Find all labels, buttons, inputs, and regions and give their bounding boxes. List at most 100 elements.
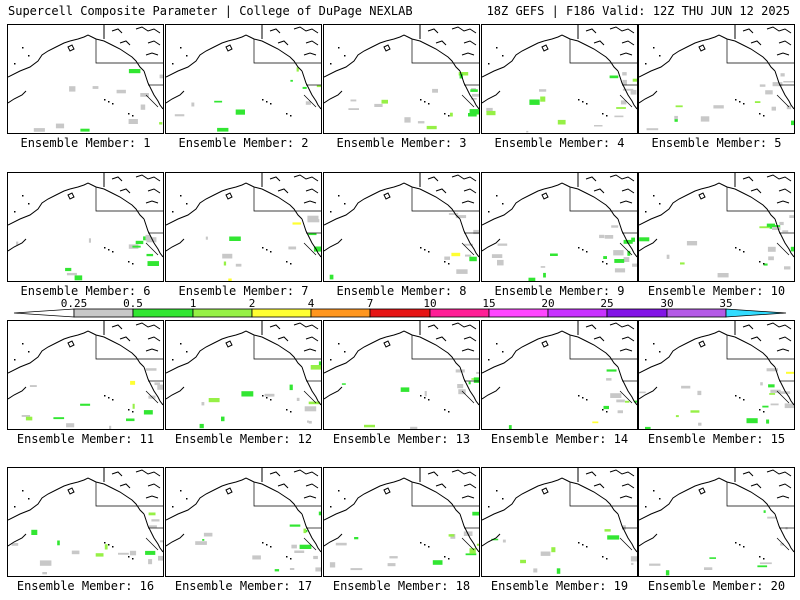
island xyxy=(14,211,16,213)
coastline xyxy=(541,192,549,200)
scp-shading xyxy=(208,398,220,403)
coastline xyxy=(609,174,635,182)
coastline xyxy=(305,336,319,342)
island xyxy=(104,247,106,249)
coastline xyxy=(253,38,303,72)
coastline xyxy=(427,471,439,477)
scp-shading xyxy=(450,112,453,117)
scp-shading xyxy=(274,569,280,572)
ensemble-member-panel: Ensemble Member: 4 xyxy=(481,24,638,150)
coastline xyxy=(459,218,479,258)
scp-shading xyxy=(448,534,455,537)
island xyxy=(330,211,332,213)
island xyxy=(290,411,292,413)
ensemble-member-label: Ensemble Member: 20 xyxy=(647,579,786,593)
map-svg xyxy=(324,173,479,280)
scp-shading xyxy=(135,240,144,245)
coastline xyxy=(766,469,792,477)
scp-shading xyxy=(11,543,19,546)
island xyxy=(659,498,661,500)
coastline xyxy=(8,483,71,521)
coastline xyxy=(225,340,233,348)
coastline xyxy=(766,322,792,330)
island xyxy=(488,63,490,65)
scp-shading xyxy=(592,421,599,424)
island xyxy=(186,498,188,500)
island xyxy=(22,343,24,345)
scp-shading xyxy=(614,115,624,118)
scp-shading xyxy=(639,237,650,242)
scale-segment xyxy=(251,308,312,318)
scp-shading xyxy=(222,253,233,259)
island xyxy=(743,103,745,105)
scp-shading xyxy=(145,234,151,240)
scp-shading xyxy=(39,560,52,566)
coastline xyxy=(411,481,461,515)
coastline xyxy=(459,70,479,110)
scp-shading xyxy=(71,550,80,555)
coastline xyxy=(593,188,605,194)
political-border xyxy=(726,39,771,64)
scp-shading xyxy=(616,399,625,403)
ensemble-member-panel: Ensemble Member: 2 xyxy=(165,24,322,150)
island xyxy=(128,261,130,263)
ensemble-member-panel: Ensemble Member: 11 xyxy=(7,320,164,446)
island xyxy=(645,211,647,213)
island xyxy=(739,249,741,251)
island xyxy=(128,556,130,558)
coastline xyxy=(639,188,702,226)
scp-shading xyxy=(767,246,776,252)
scp-shading xyxy=(174,114,185,117)
island xyxy=(743,399,745,401)
island xyxy=(739,397,741,399)
island xyxy=(330,359,332,361)
scp-shading xyxy=(680,262,685,265)
scp-shading xyxy=(623,257,630,262)
island xyxy=(270,251,272,253)
coastline xyxy=(609,469,635,477)
ensemble-member-panel: Ensemble Member: 19 xyxy=(481,467,638,593)
ensemble-member-panel: Ensemble Member: 6 xyxy=(7,172,164,298)
coastline xyxy=(303,200,317,204)
coastline xyxy=(385,330,413,338)
scp-shading xyxy=(616,107,626,109)
scp-shading xyxy=(784,266,791,270)
ensemble-member-panel: Ensemble Member: 1 xyxy=(7,24,164,150)
coastline xyxy=(451,322,477,330)
scp-shading xyxy=(686,241,698,246)
scp-shading xyxy=(432,560,443,565)
coastline xyxy=(451,174,477,182)
scale-segment xyxy=(132,308,194,318)
island xyxy=(428,546,430,548)
coastline xyxy=(482,336,545,374)
coastline xyxy=(269,28,281,34)
island xyxy=(444,556,446,558)
island xyxy=(602,261,604,263)
island xyxy=(606,558,608,560)
political-border xyxy=(619,94,633,108)
coastline xyxy=(293,469,319,477)
scp-shading xyxy=(620,100,627,105)
coastline xyxy=(776,52,790,56)
scale-segment xyxy=(310,308,371,318)
island xyxy=(128,113,130,115)
scp-shading xyxy=(348,108,359,110)
ensemble-member-label: Ensemble Member: 18 xyxy=(332,579,471,593)
scp-shading xyxy=(140,104,146,110)
coastline xyxy=(305,40,319,46)
scp-shading xyxy=(472,511,479,516)
scp-shading xyxy=(426,125,437,130)
island xyxy=(104,542,106,544)
coastline xyxy=(639,483,702,521)
island xyxy=(735,99,737,101)
scp-shading xyxy=(308,401,320,405)
coastline xyxy=(135,322,161,330)
coastline xyxy=(700,330,728,338)
coastline xyxy=(541,44,549,52)
coastline xyxy=(750,40,762,46)
coastline xyxy=(774,218,794,258)
scp-shading xyxy=(754,101,761,103)
scp-shading xyxy=(53,417,65,420)
political-border xyxy=(411,335,456,360)
island xyxy=(330,63,332,65)
